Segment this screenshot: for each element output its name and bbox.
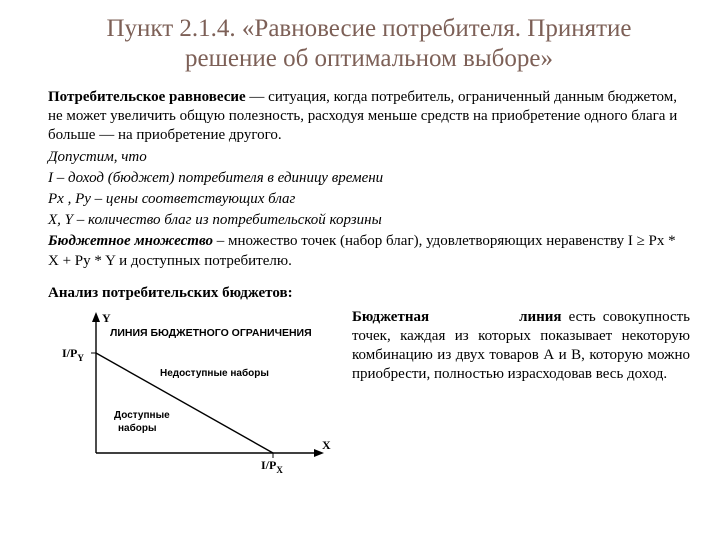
svg-text:Y: Y	[102, 311, 111, 325]
svg-text:Доступные: Доступные	[114, 410, 170, 421]
svg-text:Недоступные наборы: Недоступные наборы	[160, 367, 269, 379]
page-title: Пункт 2.1.4. «Равновесие потребителя. Пр…	[48, 14, 690, 74]
svg-text:ЛИНИЯ БЮДЖЕТНОГО ОГРАНИЧЕНИЯ: ЛИНИЯ БЮДЖЕТНОГО ОГРАНИЧЕНИЯ	[110, 327, 312, 339]
analysis-heading: Анализ потребительских бюджетов:	[48, 285, 690, 302]
definition: Потребительское равновесие — ситуация, к…	[48, 88, 690, 146]
bl-term1: Бюджетная	[352, 309, 429, 325]
budget-line-chart: Y X ЛИНИЯ БЮДЖЕТНОГО ОГРАНИЧЕНИЯ I/PY I/PX Не…	[48, 308, 338, 478]
svg-text:X: X	[322, 438, 331, 452]
budget-set-term: Бюджетное множество	[48, 233, 213, 249]
budget-set: Бюджетное множество – множество точек (н…	[48, 232, 690, 270]
body-text: Потребительское равновесие — ситуация, к…	[48, 88, 690, 271]
var-line-3: Х, Y – количество благ из потребительско…	[48, 211, 690, 230]
svg-text:I/PY: I/PY	[62, 346, 84, 363]
definition-term: Потребительское равновесие	[48, 89, 246, 105]
var-line-1: I – доход (бюджет) потребителя в единицу…	[48, 169, 690, 188]
svg-text:наборы: наборы	[118, 422, 157, 434]
bl-term2: линия	[519, 309, 561, 325]
svg-text:I/PX: I/PX	[261, 458, 283, 475]
budget-line-description: Бюджетнаялиния есть совокупность точек, …	[352, 308, 690, 478]
var-line-2: Px , Py – цены соответствующих благ	[48, 190, 690, 209]
assume-line: Допустим, что	[48, 148, 690, 167]
